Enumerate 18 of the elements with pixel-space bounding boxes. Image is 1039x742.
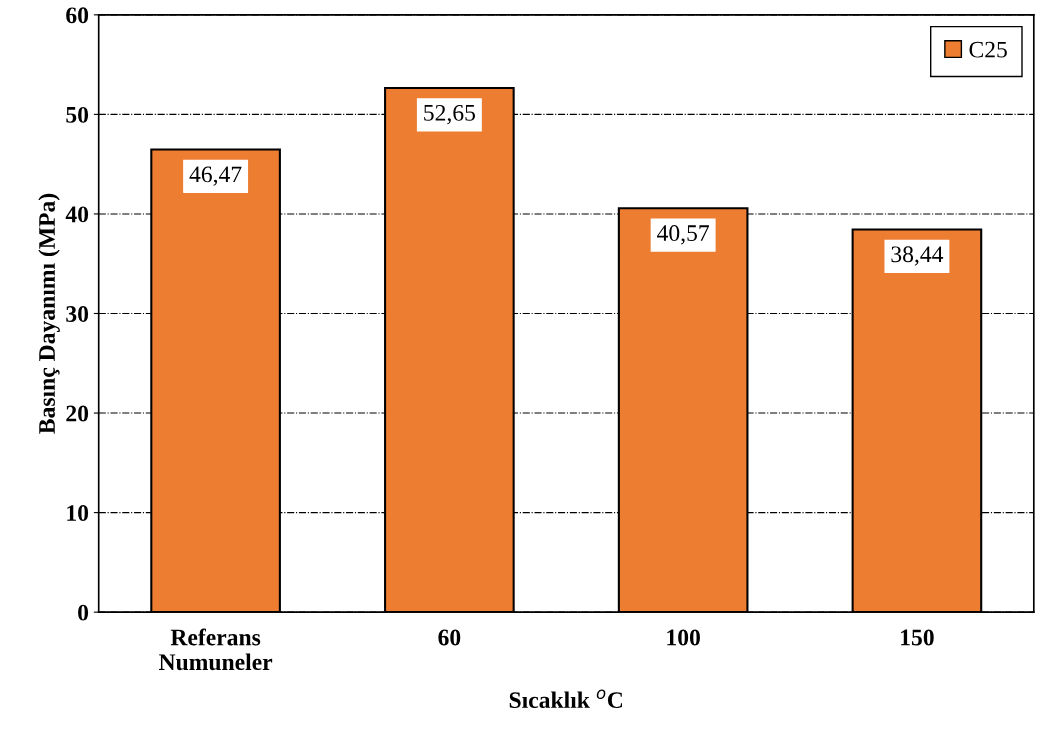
y-tick-label: 60 bbox=[66, 7, 89, 24]
x-tick-label: 150 bbox=[901, 629, 934, 646]
x-axis-title: Sıcaklık $^{o}$C bbox=[509, 689, 623, 709]
y-axis-title: Basınç Dayanımı (MPa) bbox=[38, 193, 60, 434]
data-label: 52,65 bbox=[424, 104, 476, 125]
y-tick-label: 30 bbox=[66, 305, 89, 322]
y-tick-label: 20 bbox=[66, 405, 89, 422]
y-tick-label: 10 bbox=[67, 505, 89, 522]
y-tick-label: 40 bbox=[65, 206, 89, 223]
y-tick-label: 0 bbox=[78, 604, 89, 621]
data-label: 40,57 bbox=[657, 225, 710, 245]
y-tick-label: 50 bbox=[66, 106, 89, 123]
x-tick-label: 60 bbox=[438, 629, 461, 646]
x-tick-label: 100 bbox=[667, 629, 700, 646]
data-label: 46,47 bbox=[189, 166, 242, 186]
data-label: 38,44 bbox=[891, 246, 944, 266]
x-tick-label: Referans Numuneler bbox=[158, 628, 273, 671]
legend-label: C25 bbox=[969, 41, 1007, 58]
